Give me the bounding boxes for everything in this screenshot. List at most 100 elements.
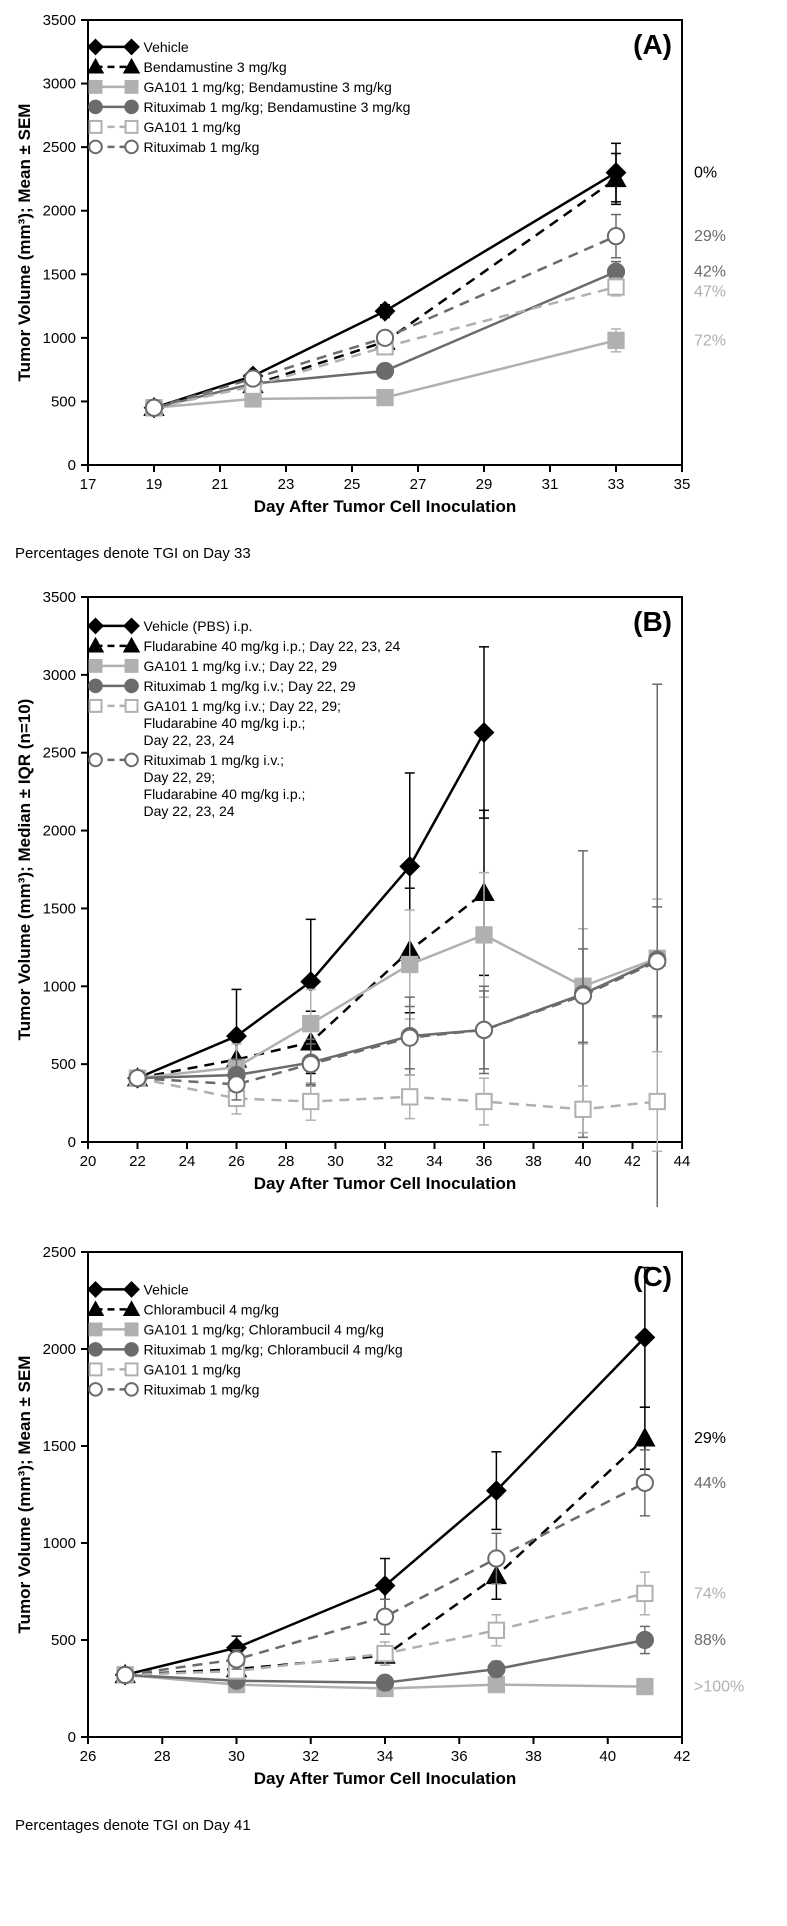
end-percent-label: 0%: [694, 165, 717, 182]
end-percent-label: 29%: [694, 228, 726, 245]
y-tick-label: 500: [51, 393, 76, 410]
x-tick-label: 30: [327, 1153, 344, 1170]
y-tick-label: 2500: [43, 745, 76, 762]
legend-label: GA101 1 mg/kg; Bendamustine 3 mg/kg: [144, 79, 392, 95]
x-tick-label: 22: [129, 1153, 146, 1170]
y-tick-label: 1500: [43, 266, 76, 283]
panel-(B): 2022242628303234363840424405001000150020…: [10, 587, 777, 1212]
panel-(C): 26 28 30 32 34 36 38 40 42 0 500 1000 1500 2000 2500 Da…: [10, 1242, 777, 1807]
x-tick-label: 26: [228, 1153, 245, 1170]
end-percent-label: 72%: [694, 332, 726, 349]
legend-label: Day 22, 29;: [144, 769, 216, 785]
x-tick-label: 38: [525, 1748, 542, 1765]
x-tick-label: 34: [377, 1748, 394, 1765]
legend-label: Chlorambucil 4 mg/kg: [144, 1301, 279, 1317]
y-tick-label: 3000: [43, 76, 76, 93]
y-axis-label: Tumor Volume (mm³); Mean ± SEM: [15, 1356, 34, 1634]
legend-label: Rituximab 1 mg/kg; Bendamustine 3 mg/kg: [144, 99, 411, 115]
legend-label: GA101 1 mg/kg i.v.; Day 22, 29: [144, 658, 338, 674]
y-tick-label: 2000: [43, 203, 76, 220]
x-tick-label: 42: [624, 1153, 641, 1170]
y-tick-label: 500: [51, 1632, 76, 1649]
y-tick-label: 1000: [43, 978, 76, 995]
x-axis-label: Day After Tumor Cell Inoculation: [254, 1769, 517, 1788]
y-tick-label: 3500: [43, 12, 76, 29]
legend-label: Rituximab 1 mg/kg i.v.;: [144, 752, 285, 768]
x-tick-label: 28: [278, 1153, 295, 1170]
legend-label: Day 22, 23, 24: [144, 803, 235, 819]
panel-label: (C): [633, 1261, 672, 1292]
x-tick-label: 38: [525, 1153, 542, 1170]
panel-footnote: Percentages denote TGI on Day 41: [15, 1817, 777, 1834]
x-tick-label: 32: [302, 1748, 319, 1765]
x-axis-label: Day After Tumor Cell Inoculation: [254, 497, 517, 516]
chart-panel-(B): 2022242628303234363840424405001000150020…: [10, 587, 777, 1207]
y-tick-label: 2500: [43, 1244, 76, 1261]
panel-label: (A): [633, 29, 672, 60]
y-tick-label: 3500: [43, 589, 76, 606]
legend-label: Day 22, 23, 24: [144, 732, 235, 748]
x-tick-label: 40: [599, 1748, 616, 1765]
x-tick-label: 33: [608, 476, 625, 493]
x-tick-label: 36: [476, 1153, 493, 1170]
legend-label: Bendamustine 3 mg/kg: [144, 59, 287, 75]
x-axis-label: Day After Tumor Cell Inoculation: [254, 1174, 517, 1193]
x-tick-label: 30: [228, 1748, 245, 1765]
y-tick-label: 1000: [43, 1535, 76, 1552]
y-tick-label: 0: [68, 1729, 76, 1746]
y-tick-label: 1500: [43, 1438, 76, 1455]
end-percent-label: 44%: [694, 1475, 726, 1492]
x-tick-label: 44: [674, 1153, 691, 1170]
x-tick-label: 31: [542, 476, 559, 493]
legend-label: Rituximab 1 mg/kg i.v.; Day 22, 29: [144, 678, 356, 694]
panel-footnote: Percentages denote TGI on Day 33: [15, 545, 777, 562]
legend-label: GA101 1 mg/kg; Chlorambucil 4 mg/kg: [144, 1321, 384, 1337]
x-tick-label: 40: [575, 1153, 592, 1170]
end-percent-label: >100%: [694, 1679, 744, 1696]
chart-panel-(C): 26 28 30 32 34 36 38 40 42 0 500 1000 1500 2000 2500 Da…: [10, 1242, 777, 1802]
x-tick-label: 25: [344, 476, 361, 493]
legend-label: Vehicle: [144, 39, 189, 55]
legend-label: Rituximab 1 mg/kg: [144, 1381, 260, 1397]
legend-label: Fludarabine 40 mg/kg i.p.; Day 22, 23, 2…: [144, 638, 401, 654]
y-axis-label: Tumor Volume (mm³); Mean ± SEM: [15, 104, 34, 382]
end-percent-label: 74%: [694, 1585, 726, 1602]
x-tick-label: 35: [674, 476, 691, 493]
x-tick-label: 26: [80, 1748, 97, 1765]
y-tick-label: 0: [68, 1134, 76, 1151]
y-tick-label: 500: [51, 1056, 76, 1073]
legend-label: Rituximab 1 mg/kg: [144, 139, 260, 155]
legend-label: Vehicle (PBS) i.p.: [144, 618, 253, 634]
legend-label: GA101 1 mg/kg: [144, 119, 241, 135]
x-tick-label: 29: [476, 476, 493, 493]
legend-label: Fludarabine 40 mg/kg i.p.;: [144, 786, 306, 802]
y-tick-label: 0: [68, 457, 76, 474]
figure-panels: 1719212325272931333505001000150020002500…: [10, 10, 777, 1834]
end-percent-label: 47%: [694, 284, 726, 301]
legend-label: GA101 1 mg/kg: [144, 1361, 241, 1377]
x-tick-label: 34: [426, 1153, 443, 1170]
x-tick-label: 36: [451, 1748, 468, 1765]
x-tick-label: 28: [154, 1748, 171, 1765]
end-percent-label: 42%: [694, 264, 726, 281]
x-tick-label: 42: [674, 1748, 691, 1765]
x-tick-label: 17: [80, 476, 97, 493]
x-tick-label: 21: [212, 476, 229, 493]
y-tick-label: 2500: [43, 139, 76, 156]
y-tick-label: 3000: [43, 667, 76, 684]
x-tick-label: 19: [146, 476, 163, 493]
x-tick-label: 20: [80, 1153, 97, 1170]
panel-(A): 1719212325272931333505001000150020002500…: [10, 10, 777, 535]
legend-label: Fludarabine 40 mg/kg i.p.;: [144, 715, 306, 731]
y-tick-label: 2000: [43, 823, 76, 840]
chart-panel-(A): 1719212325272931333505001000150020002500…: [10, 10, 777, 530]
y-tick-label: 2000: [43, 1341, 76, 1358]
legend-label: Rituximab 1 mg/kg; Chlorambucil 4 mg/kg: [144, 1341, 403, 1357]
panel-label: (B): [633, 606, 672, 637]
legend-label: GA101 1 mg/kg i.v.; Day 22, 29;: [144, 698, 341, 714]
x-tick-label: 27: [410, 476, 427, 493]
end-percent-label: 29%: [694, 1430, 726, 1447]
y-tick-label: 1000: [43, 330, 76, 347]
y-tick-label: 1500: [43, 900, 76, 917]
end-percent-label: 88%: [694, 1632, 726, 1649]
